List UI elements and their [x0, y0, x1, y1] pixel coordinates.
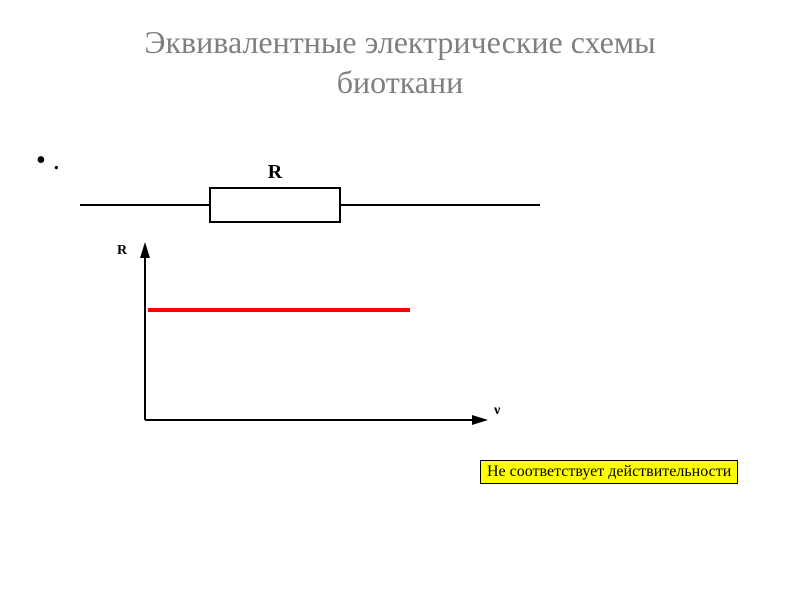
- diagram-svg: R Rν: [60, 150, 660, 450]
- title-line-2: биоткани: [337, 64, 463, 100]
- note-text: Не соответствует действительности: [487, 463, 731, 480]
- svg-text:ν: ν: [493, 403, 501, 418]
- bullet-dot: • .: [36, 145, 60, 177]
- note-box: Не соответствует действительности: [480, 460, 738, 484]
- svg-text:R: R: [268, 161, 283, 183]
- bullet-text: .: [53, 145, 60, 176]
- svg-text:R: R: [117, 243, 128, 258]
- slide-title: Эквивалентные электрические схемы биотка…: [0, 0, 800, 102]
- diagram-area: R Rν: [60, 150, 660, 450]
- title-line-1: Эквивалентные электрические схемы: [144, 24, 655, 60]
